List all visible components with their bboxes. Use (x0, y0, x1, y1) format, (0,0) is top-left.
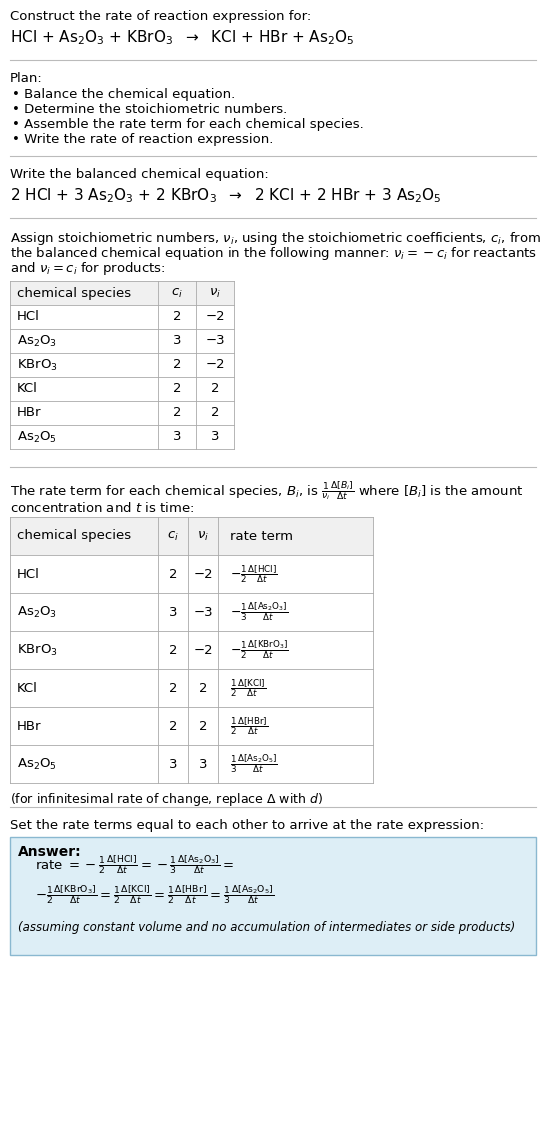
Text: 2: 2 (169, 682, 177, 694)
Text: $\nu_i$: $\nu_i$ (197, 530, 209, 542)
Text: As$_2$O$_3$: As$_2$O$_3$ (17, 333, 57, 348)
Text: KBrO$_3$: KBrO$_3$ (17, 643, 58, 658)
Text: HBr: HBr (17, 719, 41, 733)
Text: 2: 2 (199, 719, 207, 733)
Text: As$_2$O$_3$: As$_2$O$_3$ (17, 604, 57, 619)
Text: −3: −3 (205, 335, 225, 347)
Text: The rate term for each chemical species, $B_i$, is $\frac{1}{\nu_i}\frac{\Delta[: The rate term for each chemical species,… (10, 479, 524, 502)
Text: 3: 3 (211, 431, 219, 443)
Text: Plan:: Plan: (10, 71, 43, 85)
Text: 3: 3 (173, 431, 181, 443)
Text: • Assemble the rate term for each chemical species.: • Assemble the rate term for each chemic… (12, 118, 364, 132)
Text: 2: 2 (173, 311, 181, 323)
Text: 2: 2 (199, 682, 207, 694)
Text: −2: −2 (205, 358, 225, 372)
Bar (10, 593, 373, 631)
Text: 3: 3 (169, 606, 177, 618)
Text: HBr: HBr (17, 406, 41, 420)
Text: KCl: KCl (17, 682, 38, 694)
Text: $-\frac{1}{3}\frac{\Delta[\mathrm{As_2O_3}]}{\Delta t}$: $-\frac{1}{3}\frac{\Delta[\mathrm{As_2O_… (230, 601, 288, 624)
Text: Answer:: Answer: (18, 845, 81, 858)
Bar (10, 631, 373, 669)
Text: (for infinitesimal rate of change, replace Δ with $d$): (for infinitesimal rate of change, repla… (10, 792, 323, 809)
Bar (10, 281, 234, 305)
Bar (10, 745, 373, 782)
Text: 2: 2 (173, 358, 181, 372)
Text: −3: −3 (193, 606, 213, 618)
Text: 3: 3 (169, 758, 177, 770)
Text: HCl + As$_2$O$_3$ + KBrO$_3$  $\rightarrow$  KCl + HBr + As$_2$O$_5$: HCl + As$_2$O$_3$ + KBrO$_3$ $\rightarro… (10, 28, 354, 46)
Bar (10, 555, 373, 593)
Text: 2: 2 (169, 567, 177, 581)
Text: the balanced chemical equation in the following manner: $\nu_i = -c_i$ for react: the balanced chemical equation in the fo… (10, 245, 537, 262)
Text: 2 HCl + 3 As$_2$O$_3$ + 2 KBrO$_3$  $\rightarrow$  2 KCl + 2 HBr + 3 As$_2$O$_5$: 2 HCl + 3 As$_2$O$_3$ + 2 KBrO$_3$ $\rig… (10, 186, 442, 205)
Text: Assign stoichiometric numbers, $\nu_i$, using the stoichiometric coefficients, $: Assign stoichiometric numbers, $\nu_i$, … (10, 230, 541, 247)
Text: 3: 3 (173, 335, 181, 347)
Text: $-\frac{1}{2}\frac{\Delta[\mathrm{KBrO_3}]}{\Delta t} = \frac{1}{2}\frac{\Delta[: $-\frac{1}{2}\frac{\Delta[\mathrm{KBrO_3… (35, 883, 274, 906)
Text: • Write the rate of reaction expression.: • Write the rate of reaction expression. (12, 133, 274, 146)
Text: Set the rate terms equal to each other to arrive at the rate expression:: Set the rate terms equal to each other t… (10, 819, 484, 832)
Text: • Balance the chemical equation.: • Balance the chemical equation. (12, 88, 235, 101)
Text: $\frac{1}{2}\frac{\Delta[\mathrm{KCl}]}{\Delta t}$: $\frac{1}{2}\frac{\Delta[\mathrm{KCl}]}{… (230, 677, 266, 699)
Bar (10, 669, 373, 706)
Text: $c_i$: $c_i$ (167, 530, 179, 542)
Text: (assuming constant volume and no accumulation of intermediates or side products): (assuming constant volume and no accumul… (18, 921, 515, 934)
Text: rate $= -\frac{1}{2}\frac{\Delta[\mathrm{HCl}]}{\Delta t} = -\frac{1}{3}\frac{\D: rate $= -\frac{1}{2}\frac{\Delta[\mathrm… (35, 854, 234, 877)
Text: concentration and $t$ is time:: concentration and $t$ is time: (10, 501, 194, 515)
Bar (10, 353, 234, 376)
Text: 2: 2 (169, 719, 177, 733)
Text: As$_2$O$_5$: As$_2$O$_5$ (17, 430, 57, 445)
Bar (10, 305, 234, 329)
Text: $\nu_i$: $\nu_i$ (209, 287, 221, 299)
Text: 2: 2 (211, 406, 219, 420)
Text: and $\nu_i = c_i$ for products:: and $\nu_i = c_i$ for products: (10, 260, 165, 277)
Text: $-\frac{1}{2}\frac{\Delta[\mathrm{KBrO_3}]}{\Delta t}$: $-\frac{1}{2}\frac{\Delta[\mathrm{KBrO_3… (230, 638, 289, 661)
Text: As$_2$O$_5$: As$_2$O$_5$ (17, 756, 57, 771)
Text: chemical species: chemical species (17, 287, 131, 299)
Text: $-\frac{1}{2}\frac{\Delta[\mathrm{HCl}]}{\Delta t}$: $-\frac{1}{2}\frac{\Delta[\mathrm{HCl}]}… (230, 564, 277, 585)
Text: • Determine the stoichiometric numbers.: • Determine the stoichiometric numbers. (12, 103, 287, 116)
Text: $c_i$: $c_i$ (171, 287, 183, 299)
Text: 2: 2 (173, 406, 181, 420)
Text: $\frac{1}{2}\frac{\Delta[\mathrm{HBr}]}{\Delta t}$: $\frac{1}{2}\frac{\Delta[\mathrm{HBr}]}{… (230, 716, 268, 737)
Bar (10, 401, 234, 425)
Bar (10, 517, 373, 555)
Bar (10, 706, 373, 745)
Text: −2: −2 (193, 643, 213, 657)
Text: $\frac{1}{3}\frac{\Delta[\mathrm{As_2O_5}]}{\Delta t}$: $\frac{1}{3}\frac{\Delta[\mathrm{As_2O_5… (230, 753, 278, 776)
Text: KCl: KCl (17, 382, 38, 396)
Text: HCl: HCl (17, 311, 40, 323)
Text: Write the balanced chemical equation:: Write the balanced chemical equation: (10, 168, 269, 181)
Text: 2: 2 (173, 382, 181, 396)
Text: 3: 3 (199, 758, 207, 770)
Bar (10, 329, 234, 353)
Text: rate term: rate term (230, 530, 293, 542)
Text: −2: −2 (205, 311, 225, 323)
Text: KBrO$_3$: KBrO$_3$ (17, 357, 58, 373)
Text: 2: 2 (169, 643, 177, 657)
Text: chemical species: chemical species (17, 530, 131, 542)
Text: Construct the rate of reaction expression for:: Construct the rate of reaction expressio… (10, 10, 311, 23)
Text: −2: −2 (193, 567, 213, 581)
Text: 2: 2 (211, 382, 219, 396)
FancyBboxPatch shape (10, 837, 536, 955)
Bar (10, 376, 234, 401)
Text: HCl: HCl (17, 567, 40, 581)
Bar (10, 425, 234, 449)
